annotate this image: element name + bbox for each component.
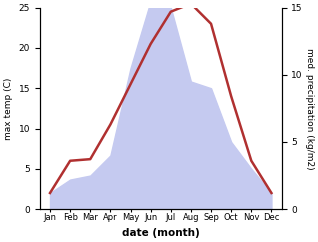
Y-axis label: max temp (C): max temp (C) [4, 77, 13, 140]
Y-axis label: med. precipitation (kg/m2): med. precipitation (kg/m2) [305, 48, 314, 169]
X-axis label: date (month): date (month) [122, 228, 200, 238]
